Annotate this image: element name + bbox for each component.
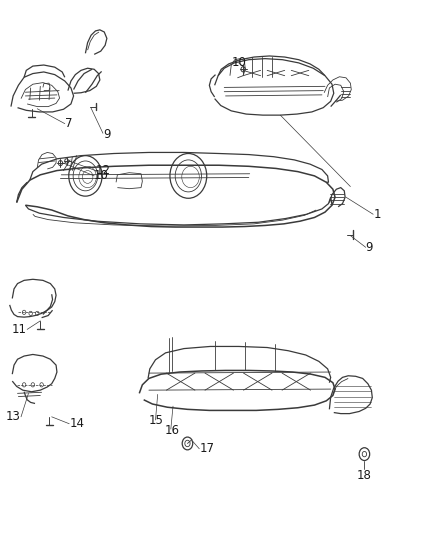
Text: 18: 18 — [357, 469, 372, 482]
Text: 16: 16 — [164, 424, 179, 437]
Text: 17: 17 — [199, 442, 214, 455]
Text: 10: 10 — [94, 169, 109, 182]
Text: 1: 1 — [373, 208, 381, 221]
Text: 11: 11 — [12, 323, 27, 336]
Text: 9: 9 — [366, 241, 373, 254]
Text: 14: 14 — [69, 417, 84, 430]
Text: 13: 13 — [6, 410, 21, 423]
Text: 10: 10 — [231, 56, 246, 69]
Text: 12: 12 — [95, 164, 110, 177]
Text: 9: 9 — [103, 128, 110, 141]
Text: 15: 15 — [149, 414, 164, 426]
Text: 7: 7 — [65, 117, 72, 130]
